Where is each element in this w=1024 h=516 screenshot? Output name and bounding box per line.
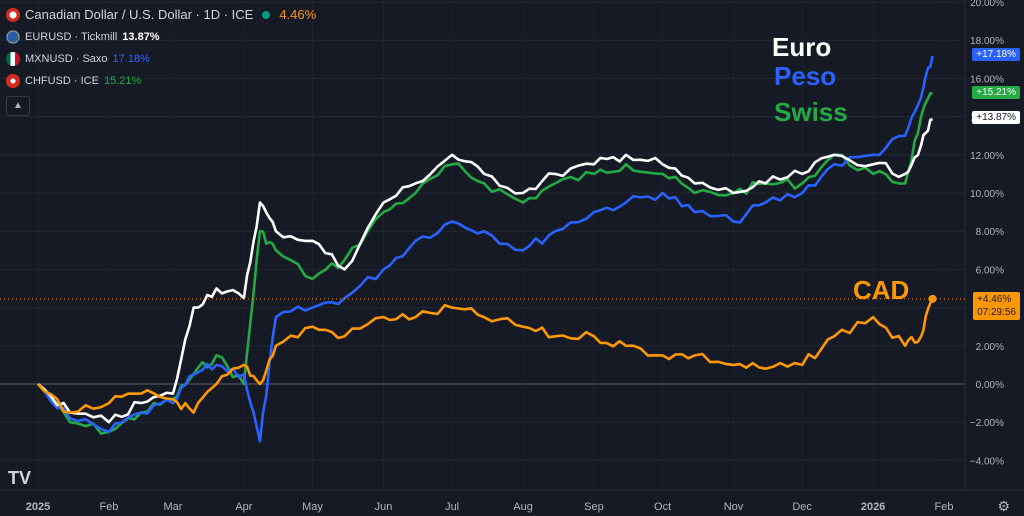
x-tick-label: Apr	[235, 501, 252, 513]
x-tick-label: Feb	[99, 501, 118, 513]
legend-item-name: MXNUSD · Saxo	[25, 53, 108, 65]
x-tick-label: Oct	[654, 501, 671, 513]
price-tag-peso: +17.18%	[972, 48, 1020, 61]
y-tick-label: 20.00%	[970, 0, 1004, 9]
series-line-mxnusd	[37, 55, 934, 443]
x-tick-label: 2025	[26, 501, 50, 513]
legend-item-name: CHFUSD · ICE	[25, 75, 99, 87]
annotation-cad: CAD	[853, 275, 910, 305]
x-tick-label: Aug	[513, 501, 533, 513]
y-tick-label: 12.00%	[970, 151, 1004, 162]
legend-main-name: Canadian Dollar / U.S. Dollar · 1D · ICE	[25, 7, 254, 22]
collapse-legend-button[interactable]: ▲	[6, 96, 30, 116]
legend-main[interactable]: Canadian Dollar / U.S. Dollar · 1D · ICE…	[6, 4, 316, 26]
gear-icon[interactable]: ⚙	[997, 498, 1010, 514]
annotation-peso: Peso	[774, 61, 837, 91]
x-tick-label: Nov	[724, 501, 744, 513]
mexico-flag-icon	[6, 52, 20, 66]
legend-item-chfusd[interactable]: CHFUSD · ICE 15.21%	[6, 70, 316, 92]
x-tick-label: Jul	[445, 501, 459, 513]
y-tick-label: 0.00%	[976, 380, 1004, 391]
price-tag-swiss: +15.21%	[972, 86, 1020, 99]
y-tick-label: 16.00%	[970, 74, 1004, 85]
x-tick-label: Mar	[164, 501, 183, 513]
x-tick-label: 2026	[861, 501, 885, 513]
eu-flag-icon	[6, 30, 20, 44]
legend-item-eurusd[interactable]: EURUSD · Tickmill 13.87%	[6, 26, 316, 48]
x-tick-label: Dec	[792, 501, 812, 513]
swiss-flag-icon	[6, 74, 20, 88]
price-tag-cad: +4.46% 07:29:56	[973, 292, 1020, 320]
annotation-euro: Euro	[772, 32, 832, 62]
series-line-chfusd	[37, 92, 933, 435]
x-tick-label: Sep	[584, 501, 604, 513]
market-status-icon	[262, 11, 271, 19]
price-tag-euro: +13.87%	[972, 111, 1020, 124]
y-tick-label: −4.00%	[970, 456, 1004, 467]
x-tick-label: Feb	[935, 501, 954, 513]
price-tag-countdown: 07:29:56	[977, 307, 1016, 318]
canada-flag-icon	[6, 8, 20, 22]
y-tick-label: 10.00%	[970, 189, 1004, 200]
tradingview-logo-icon[interactable]: TV	[8, 468, 32, 488]
legend-item-value: 17.18%	[112, 53, 150, 65]
legend-item-mxnusd[interactable]: MXNUSD · Saxo 17.18%	[6, 48, 316, 70]
x-tick-label: Jun	[375, 501, 393, 513]
legend-item-value: 15.21%	[103, 75, 142, 87]
y-tick-label: 6.00%	[976, 265, 1004, 276]
legend-main-value: 4.46%	[279, 7, 317, 22]
y-tick-label: −2.00%	[970, 418, 1004, 429]
y-tick-label: 8.00%	[976, 227, 1004, 238]
legend-item-value: 13.87%	[122, 31, 160, 43]
price-tag-cad-value: +4.46%	[977, 294, 1012, 305]
series-line-eurusd	[37, 117, 934, 424]
cad-last-point	[928, 294, 937, 303]
series-line-usdcad	[37, 298, 934, 414]
annotation-swiss: Swiss	[774, 97, 848, 127]
chevron-up-icon: ▲	[13, 100, 23, 111]
x-tick-label: May	[302, 501, 323, 513]
y-tick-label: 18.00%	[970, 36, 1004, 47]
legend: Canadian Dollar / U.S. Dollar · 1D · ICE…	[6, 4, 316, 116]
y-tick-label: 2.00%	[976, 342, 1004, 353]
legend-item-name: EURUSD · Tickmill	[25, 31, 118, 43]
